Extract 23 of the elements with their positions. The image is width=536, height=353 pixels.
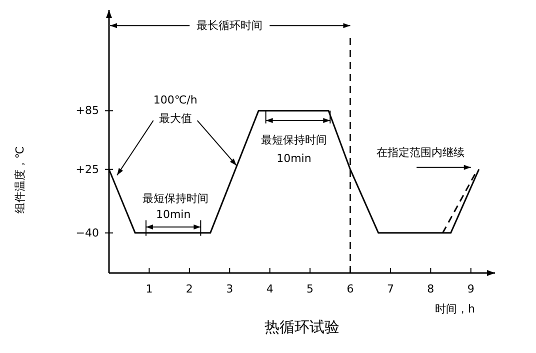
annotation: 10min (276, 152, 312, 166)
annotation: 最短保持时间 (142, 192, 208, 206)
x-tick-label: 4 (266, 282, 274, 296)
y-tick-label: +25 (76, 162, 99, 176)
y-axis-title: 组件温度，℃ (14, 146, 26, 214)
y-tick-label: −40 (76, 226, 99, 240)
x-tick-label: 8 (427, 282, 434, 296)
y-tick-label: +85 (76, 104, 99, 118)
annotation: 在指定范围内继续 (376, 146, 465, 160)
x-axis-title: 时间，h (435, 302, 476, 316)
x-tick-label: 6 (346, 282, 354, 296)
annotation: 100℃/h (153, 93, 198, 106)
x-tick-label: 5 (306, 282, 314, 296)
x-tick-label: 3 (226, 282, 234, 296)
x-tick-label: 9 (467, 282, 474, 296)
annotation: 最长循环时间 (196, 19, 263, 32)
x-tick-label: 1 (146, 282, 153, 296)
text: 热循环试验 (264, 318, 340, 336)
annotation: 最大值 (158, 112, 192, 126)
x-tick-label: 7 (386, 282, 394, 296)
x-tick-label: 2 (186, 282, 193, 296)
annotation: 最短保持时间 (260, 134, 327, 147)
annotation: 10min (156, 208, 191, 221)
